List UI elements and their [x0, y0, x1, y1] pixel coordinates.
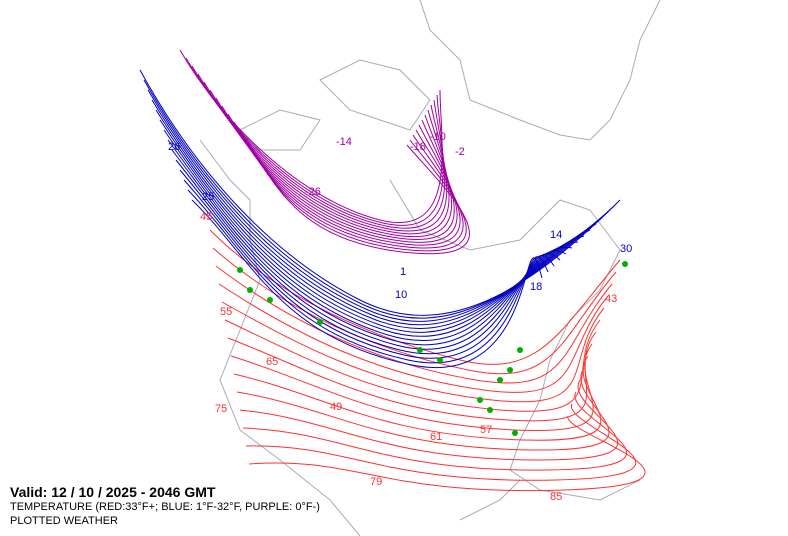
contour-label: 10 — [395, 289, 407, 301]
cold-contour — [151, 99, 603, 326]
cold-contour — [159, 119, 591, 333]
frigid-contour — [203, 81, 450, 235]
precipitation-symbol — [507, 367, 513, 373]
frigid-contour — [185, 57, 444, 226]
warm-contour — [221, 301, 605, 403]
precipitation-symbol — [497, 377, 503, 383]
warm-contour — [212, 247, 617, 375]
frigid-contour — [191, 65, 446, 229]
precipitation-symbol — [487, 407, 493, 413]
warm-contour — [230, 343, 594, 431]
contour-label: 85 — [550, 491, 562, 503]
warm-contour — [218, 283, 609, 393]
precipitation-symbol — [622, 261, 628, 267]
precipitation-symbol — [247, 287, 253, 293]
cold-contour — [163, 129, 585, 337]
coastline — [459, 479, 521, 521]
contour-label: 55 — [220, 306, 232, 318]
warm-contour — [245, 403, 637, 481]
contour-label: 30 — [620, 243, 632, 255]
contour-label: 57 — [480, 424, 492, 436]
cold-contour — [191, 199, 543, 368]
cold-contour — [155, 109, 597, 329]
coastline — [419, 0, 661, 141]
product-label: PLOTTED WEATHER — [10, 515, 118, 527]
valid-time: Valid: 12 / 10 / 2025 - 2046 GMT — [10, 484, 216, 500]
contour-label: -14 — [336, 136, 352, 148]
warm-contour — [248, 415, 646, 492]
contour-label: 65 — [266, 356, 278, 368]
contour-label: 45 — [200, 211, 212, 223]
precipitation-symbol — [417, 347, 423, 353]
precipitation-symbol — [517, 347, 523, 353]
cold-contour — [187, 189, 549, 364]
precipitation-symbol — [267, 297, 273, 303]
coastline — [319, 59, 431, 131]
cold-contour — [175, 159, 567, 350]
precipitation-symbol — [437, 357, 443, 363]
warm-contour — [209, 229, 621, 365]
contour-label: -18 — [410, 141, 426, 153]
contour-label: 43 — [605, 293, 617, 305]
contour-label: 75 — [215, 403, 227, 415]
contour-label: 49 — [330, 401, 342, 413]
contour-label: 25 — [202, 191, 214, 203]
contour-label: 18 — [530, 281, 542, 293]
contour-label: -26 — [305, 186, 321, 198]
contour-label: 1 — [400, 266, 406, 278]
cold-contour — [147, 89, 609, 322]
frigid-contour — [245, 137, 470, 255]
precipitation-symbol — [477, 397, 483, 403]
contour-label: -2 — [455, 146, 465, 158]
contour-label: 26 — [168, 141, 180, 153]
frigid-contour — [227, 113, 461, 246]
contour-label: 14 — [550, 229, 562, 241]
precipitation-symbol — [237, 267, 243, 273]
cold-contour — [143, 79, 615, 319]
warm-contour — [215, 265, 613, 384]
contour-label: 61 — [430, 431, 442, 443]
temperature-legend: TEMPERATURE (RED:33°F+; BLUE: 1°F-32°F, … — [10, 501, 320, 513]
contour-label: 79 — [370, 476, 382, 488]
precipitation-symbol — [317, 319, 323, 325]
cold-contour — [139, 69, 621, 316]
warm-contour — [236, 367, 610, 451]
contour-label: -10 — [430, 131, 446, 143]
warm-contour — [242, 391, 628, 471]
coastline — [199, 139, 361, 536]
warm-contour — [239, 379, 619, 461]
warm-contour — [233, 355, 602, 441]
precipitation-symbol — [512, 430, 518, 436]
